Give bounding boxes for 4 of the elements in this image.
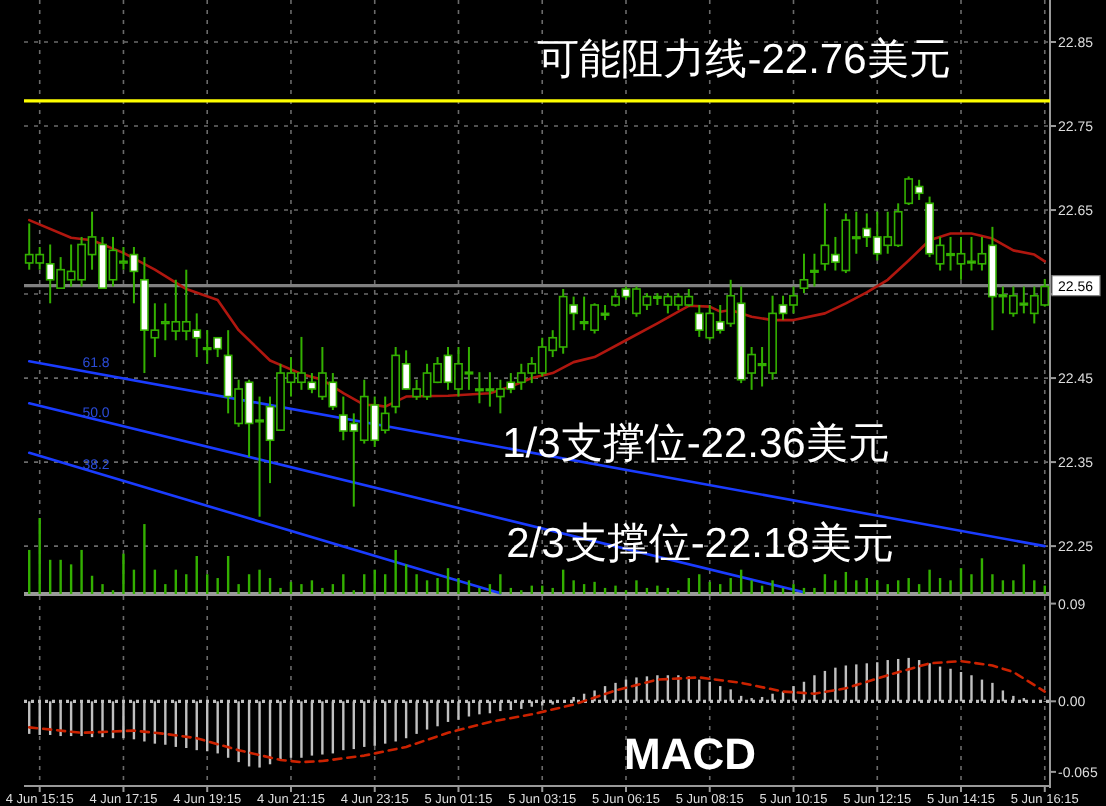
candlestick — [799, 252, 809, 295]
annotation: 可能阻力线-22.76美元 — [537, 37, 951, 83]
annotation: MACD — [624, 729, 756, 779]
candlestick — [810, 252, 819, 288]
